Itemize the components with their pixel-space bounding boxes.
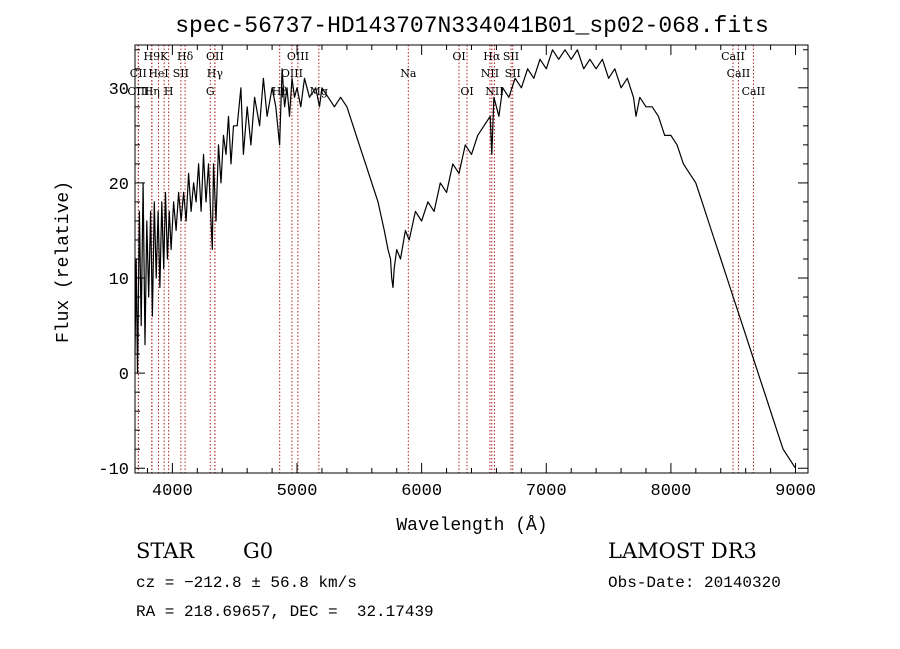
emission-line-label: H <box>164 85 174 98</box>
x-tick-label: 4000 <box>152 482 193 501</box>
chart-title: spec-56737-HD143707N334041B01_sp02-068.f… <box>175 13 769 39</box>
x-tick-label: 9000 <box>775 482 816 501</box>
emission-line-label: SII <box>505 67 521 80</box>
y-tick-label: 20 <box>109 176 129 195</box>
emission-line-label: OI <box>460 85 473 98</box>
emission-line-label: H9 <box>144 50 161 63</box>
x-tick-label: 7000 <box>526 482 567 501</box>
emission-line-label: Hδ <box>177 50 194 63</box>
emission-line-label: CaII <box>721 50 745 63</box>
emission-line-label: Na <box>400 67 417 80</box>
x-tick-label: 6000 <box>401 482 442 501</box>
coordinates: RA = 218.69657, DEC = 32.17439 <box>136 603 434 621</box>
emission-line-label: Mg <box>310 85 328 98</box>
emission-line-label: Hα <box>483 50 501 63</box>
object-type: STAR <box>136 539 195 563</box>
x-tick-label: 5000 <box>277 482 318 501</box>
emission-line-label: SII <box>173 67 189 80</box>
survey-name: LAMOST DR3 <box>608 539 757 563</box>
y-tick-label: -10 <box>98 461 129 480</box>
plot-frame <box>134 44 809 474</box>
emission-line-label: CII <box>130 67 147 80</box>
emission-line-label: OII <box>206 50 224 63</box>
emission-line-label: OIII <box>281 67 303 80</box>
y-axis-label: Flux (relative) <box>54 181 74 343</box>
redshift-velocity: cz = −212.8 ± 56.8 km/s <box>136 574 357 592</box>
emission-line-label: Hγ <box>207 67 224 80</box>
observation-date: Obs-Date: 20140320 <box>608 574 781 592</box>
spectrum-series <box>134 49 797 469</box>
y-tick-label: 0 <box>119 366 129 385</box>
spectral-subclass: G0 <box>243 539 274 563</box>
x-tick-label: 8000 <box>651 482 692 501</box>
emission-line-label: NII <box>481 67 499 80</box>
emission-line-label: Hη <box>144 85 160 98</box>
emission-line-label: G <box>206 85 215 98</box>
emission-line-label: CaII <box>742 85 766 98</box>
axes: 4000 5000 6000 7000 8000 9000 -10 0 10 20 30 <box>98 45 816 501</box>
emission-line-label: K <box>160 50 169 63</box>
y-tick-label: 30 <box>109 81 129 100</box>
emission-line-label: HeI <box>148 67 168 80</box>
emission-line-label: OIII <box>287 50 309 63</box>
emission-line-markers <box>137 45 754 473</box>
emission-line-label: OI <box>452 50 465 63</box>
emission-line-label: SII <box>503 50 519 63</box>
emission-line-label: CaII <box>727 67 751 80</box>
spectrum-line <box>134 49 797 469</box>
x-axis-label: Wavelength (Å) <box>396 515 547 536</box>
y-tick-label: 10 <box>109 271 129 290</box>
emission-line-label: NII <box>485 85 503 98</box>
